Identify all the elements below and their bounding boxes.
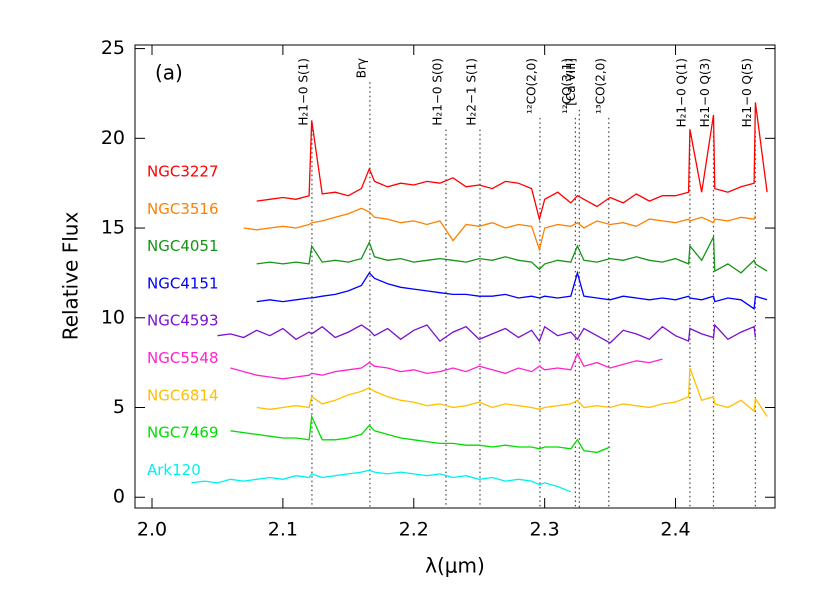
line-label: ¹³CO(2,0): [593, 58, 607, 114]
line-label: Brγ: [354, 58, 368, 78]
x-tick-label: 2.0: [137, 519, 167, 541]
line-label: H₂1−0 Q(5): [740, 58, 754, 127]
y-tick-label: 25: [101, 37, 125, 59]
line-label: ¹²CO(2,0): [524, 58, 538, 114]
y-tick-label: 10: [101, 306, 125, 328]
series-label: NGC7469: [147, 424, 219, 442]
line-label: H₂1−0 S(1): [296, 58, 310, 126]
spectrum: [256, 102, 768, 222]
series-label: Ark120: [147, 461, 201, 479]
y-tick-label: 5: [113, 396, 125, 418]
series-label: NGC3516: [147, 200, 219, 218]
spectrum: [217, 323, 757, 344]
line-label: H₂2−1 S(1): [464, 58, 478, 126]
line-label: H₂1−0 Q(1): [674, 58, 688, 127]
series-label: NGC4593: [147, 312, 219, 330]
spectrum: [256, 270, 768, 310]
spectrum: [243, 207, 757, 252]
x-tick-label: 2.2: [399, 519, 429, 541]
y-tick-label: 15: [101, 217, 125, 239]
spectrum: [191, 469, 572, 493]
series-label: NGC6814: [147, 386, 219, 404]
x-tick-label: 2.1: [268, 519, 298, 541]
y-tick-label: 0: [113, 486, 125, 508]
spectrum: [256, 234, 768, 274]
spectrum: [256, 367, 768, 417]
spectrum: [230, 352, 663, 380]
line-label: H₂1−0 S(0): [430, 58, 444, 126]
series-label: NGC4151: [147, 274, 219, 292]
x-axis-label: λ(μm): [425, 554, 485, 578]
y-axis-label: Relative Flux: [59, 212, 83, 341]
y-tick-label: 20: [101, 127, 125, 149]
spectrum: [230, 414, 611, 454]
x-tick-label: 2.4: [660, 519, 690, 541]
panel-label: (a): [155, 61, 183, 85]
line-label: H₂1−0 Q(3): [698, 58, 712, 127]
line-label: [Ca VIII]: [564, 58, 578, 106]
series-label: NGC3227: [147, 163, 219, 181]
plot-frame: [134, 44, 776, 509]
series-label: NGC5548: [147, 349, 219, 367]
series-label: NGC4051: [147, 237, 219, 255]
line-label: ¹²CO(3,1): [560, 58, 574, 114]
x-tick-label: 2.3: [530, 519, 560, 541]
